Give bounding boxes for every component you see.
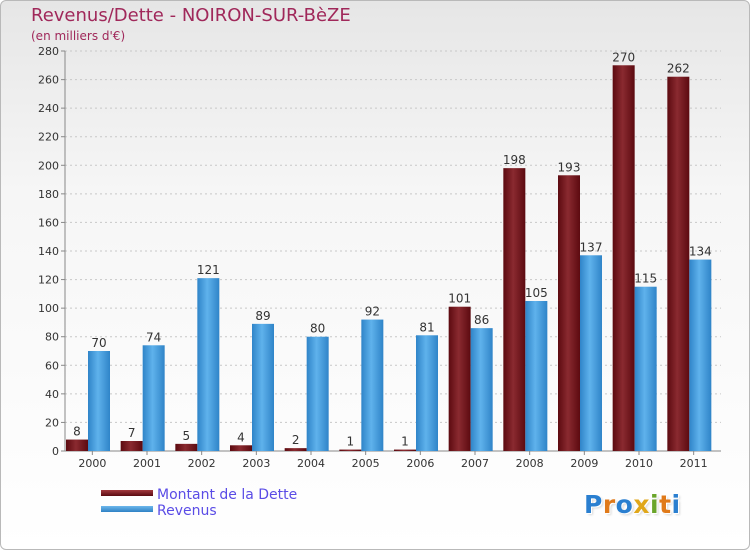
data-label-revenus-2002: 121 (197, 263, 220, 277)
y-tick-label: 200 (38, 159, 59, 172)
y-tick-label: 60 (45, 359, 59, 372)
x-tick-label: 2008 (516, 457, 544, 470)
data-label-revenus-2006: 81 (419, 320, 434, 334)
data-label-dette-2010: 270 (612, 50, 635, 64)
x-tick-label: 2003 (242, 457, 270, 470)
bar-dette-2007 (448, 306, 471, 451)
bar-revenus-2005 (361, 319, 384, 451)
bar-dette-2000 (66, 439, 88, 451)
data-label-revenus-2003: 89 (255, 309, 270, 323)
data-label-dette-2006: 1 (401, 435, 409, 449)
y-tick-label: 140 (38, 245, 59, 258)
bar-revenus-2003 (252, 323, 274, 451)
bar-dette-2006 (394, 449, 416, 451)
y-tick-label: 220 (38, 131, 59, 144)
y-tick-label: 20 (45, 416, 59, 429)
legend-swatch-revenus (101, 506, 153, 512)
bar-revenus-2009 (580, 255, 602, 451)
bar-revenus-2001 (142, 345, 165, 451)
data-label-revenus-2010: 115 (634, 272, 657, 286)
legend-label-dette: Montant de la Dette (157, 487, 298, 503)
x-tick-label: 2007 (461, 457, 489, 470)
x-tick-label: 2010 (625, 457, 653, 470)
bar-dette-2005 (339, 449, 362, 451)
bar-dette-2008 (503, 168, 526, 451)
data-label-revenus-2001: 74 (146, 330, 161, 344)
y-tick-label: 100 (38, 302, 59, 315)
data-label-dette-2007: 101 (448, 292, 471, 306)
data-label-dette-2011: 262 (667, 62, 690, 76)
bar-revenus-2002 (197, 278, 220, 451)
x-tick-label: 2009 (570, 457, 598, 470)
x-tick-label: 2011 (680, 457, 708, 470)
legend-label-revenus: Revenus (157, 503, 217, 519)
data-label-revenus-2009: 137 (580, 240, 603, 254)
bar-dette-2004 (284, 448, 307, 451)
legend-swatch-dette (101, 490, 153, 496)
bar-dette-2002 (175, 443, 198, 451)
proxiti-logo: Proxiti (584, 490, 681, 519)
bar-dette-2001 (120, 441, 143, 451)
y-tick-label: 280 (38, 45, 59, 58)
bar-revenus-2000 (88, 351, 110, 451)
data-label-revenus-2005: 92 (365, 305, 380, 319)
data-label-revenus-2011: 134 (689, 245, 712, 259)
data-label-revenus-2004: 80 (310, 322, 325, 336)
bar-dette-2003 (230, 445, 252, 451)
bar-revenus-2004 (306, 336, 329, 451)
data-label-revenus-2000: 70 (91, 336, 106, 350)
y-tick-label: 260 (38, 74, 59, 87)
data-label-dette-2005: 1 (347, 435, 355, 449)
y-tick-label: 0 (52, 445, 59, 458)
bar-dette-2011 (667, 76, 690, 451)
x-tick-label: 2006 (406, 457, 434, 470)
x-tick-label: 2005 (352, 457, 380, 470)
data-label-dette-2000: 8 (73, 425, 81, 439)
bar-revenus-2008 (525, 301, 548, 451)
bar-revenus-2010 (634, 286, 657, 451)
y-tick-label: 40 (45, 388, 59, 401)
x-tick-label: 2004 (297, 457, 325, 470)
bar-revenus-2011 (689, 259, 712, 451)
y-tick-label: 160 (38, 216, 59, 229)
bar-dette-2010 (612, 65, 635, 452)
y-tick-label: 240 (38, 102, 59, 115)
data-label-dette-2004: 2 (292, 433, 300, 447)
x-tick-label: 2002 (188, 457, 216, 470)
bar-chart: 0204060801001201401601802002202402602802… (38, 45, 721, 470)
data-label-dette-2002: 5 (183, 429, 191, 443)
y-tick-label: 120 (38, 274, 59, 287)
y-tick-label: 80 (45, 331, 59, 344)
data-label-dette-2001: 7 (128, 426, 136, 440)
chart-subtitle: (en milliers d'€) (31, 29, 126, 43)
bar-revenus-2007 (470, 328, 493, 451)
data-label-dette-2008: 198 (503, 153, 526, 167)
bar-revenus-2006 (416, 335, 438, 451)
chart-title: Revenus/Dette - NOIRON-SUR-BèZE (31, 5, 351, 26)
data-label-dette-2009: 193 (558, 160, 581, 174)
data-label-revenus-2008: 105 (525, 286, 548, 300)
x-tick-label: 2001 (133, 457, 161, 470)
y-tick-label: 180 (38, 188, 59, 201)
data-label-dette-2003: 4 (237, 430, 245, 444)
data-label-revenus-2007: 86 (474, 313, 489, 327)
x-tick-label: 2000 (78, 457, 106, 470)
bar-dette-2009 (558, 175, 580, 452)
